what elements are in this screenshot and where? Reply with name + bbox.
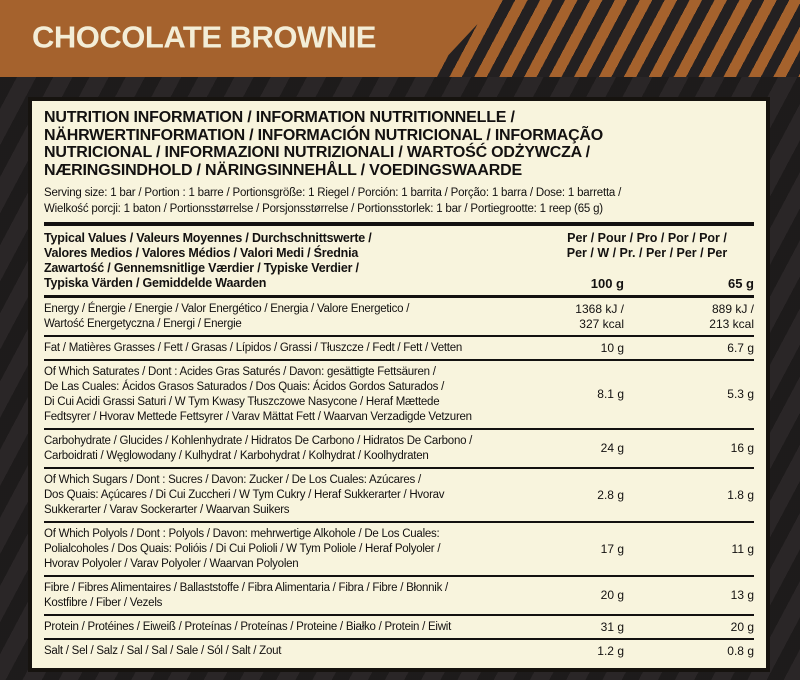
value-per-65g: 16 g (730, 441, 754, 455)
nutrient-label: Fibre / Fibres Alimentaires / Ballaststo… (44, 581, 448, 609)
nutrient-row-energy: Energy / Énergie / Energie / Valor Energ… (44, 298, 754, 335)
panel-title: NUTRITION INFORMATION / INFORMATION NUTR… (44, 109, 604, 179)
diagonal-stripes-icon (428, 0, 800, 77)
value-per-65g: 11 g (731, 541, 754, 556)
nutrient-label: Salt / Sel / Salz / Sal / Sal / Sale / S… (44, 644, 282, 657)
nutrient-label: Of Which Saturates / Dont : Acides Gras … (44, 365, 472, 423)
nutrition-panel: NUTRITION INFORMATION / INFORMATION NUTR… (28, 97, 770, 672)
value-per-100g: 10 g (600, 340, 624, 355)
nutrient-row-fibre: Fibre / Fibres Alimentaires / Ballaststo… (44, 575, 754, 614)
per-label: Per / Pour / Pro / Por / Por / Per / W /… (566, 231, 728, 260)
value-per-65g: 20 g (730, 619, 754, 634)
product-header-bar: CHOCOLATE BROWNIE (0, 0, 800, 77)
value-per-100g: 31 g (600, 619, 624, 634)
per-columns-header: Per / Pour / Pro / Por / Por / Per / W /… (540, 231, 754, 291)
divider (44, 222, 754, 226)
value-per-100g: 1.2 g (597, 643, 624, 658)
serving-size-text: Serving size: 1 bar / Portion : 1 barre … (44, 187, 622, 215)
value-per-65g: 1.8 g (727, 487, 754, 502)
value-per-100g: 17 g (600, 541, 624, 556)
nutrient-row-protein: Protein / Protéines / Eiweiß / Proteínas… (44, 614, 754, 638)
nutrient-label: Of Which Sugars / Dont : Sucres / Davon:… (44, 473, 445, 516)
product-title: CHOCOLATE BROWNIE (32, 19, 376, 55)
typical-values-label: Typical Values / Valeurs Moyennes / Durc… (44, 231, 372, 290)
divider (44, 295, 754, 298)
column-header-100g: 100 g (590, 276, 624, 291)
value-per-100g: 1368 kJ / 327 kcal (575, 301, 624, 331)
value-per-100g: 20 g (600, 588, 624, 602)
nutrient-label: Carbohydrate / Glucides / Kohlenhydrate … (44, 434, 473, 462)
value-per-65g: 6.7 g (727, 340, 754, 355)
value-per-65g: 889 kJ / 213 kcal (709, 301, 754, 331)
nutrient-row-sugars: Of Which Sugars / Dont : Sucres / Davon:… (44, 467, 754, 521)
value-per-100g: 8.1 g (597, 387, 624, 401)
value-per-100g: 24 g (600, 441, 624, 455)
value-per-65g: 5.3 g (727, 387, 754, 401)
value-per-65g: 0.8 g (727, 643, 754, 658)
nutrient-row-salt: Salt / Sel / Salz / Sal / Sal / Sale / S… (44, 638, 754, 662)
table-header-row: Typical Values / Valeurs Moyennes / Durc… (44, 226, 754, 295)
value-per-65g: 13 g (730, 588, 754, 602)
nutrient-row-carbohydrate: Carbohydrate / Glucides / Kohlenhydrate … (44, 428, 754, 467)
nutrient-label: Fat / Matières Grasses / Fett / Grasas /… (44, 341, 463, 354)
value-per-100g: 2.8 g (597, 487, 624, 502)
striped-background: NUTRITION INFORMATION / INFORMATION NUTR… (0, 77, 800, 680)
nutrient-label: Energy / Énergie / Energie / Valor Energ… (44, 302, 410, 330)
nutrient-row-fat: Fat / Matières Grasses / Fett / Grasas /… (44, 335, 754, 359)
nutrient-label: Of Which Polyols / Dont : Polyols / Davo… (44, 527, 441, 570)
nutrient-table: Energy / Énergie / Energie / Valor Energ… (44, 298, 754, 662)
nutrient-row-saturates: Of Which Saturates / Dont : Acides Gras … (44, 359, 754, 428)
column-header-65g: 65 g (727, 276, 754, 291)
nutrient-row-polyols: Of Which Polyols / Dont : Polyols / Davo… (44, 521, 754, 575)
nutrient-label: Protein / Protéines / Eiweiß / Proteínas… (44, 620, 452, 633)
